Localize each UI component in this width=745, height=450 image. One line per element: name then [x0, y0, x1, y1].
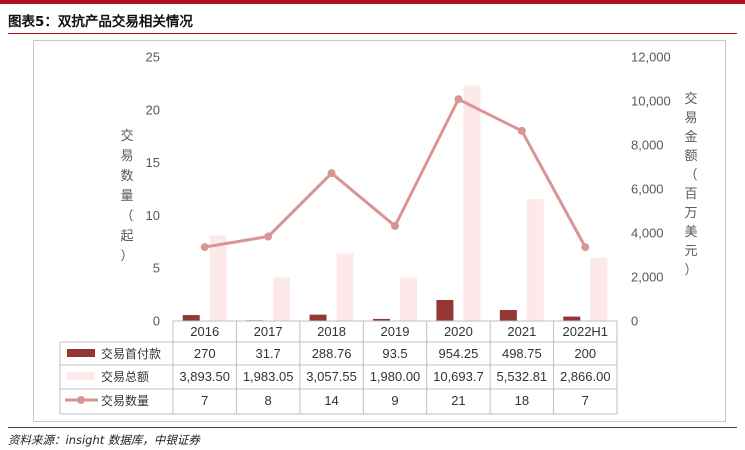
table-cell-value: 14	[324, 393, 338, 408]
x-tick-label: 2017	[254, 324, 283, 339]
bar-upfront-payment	[309, 314, 327, 321]
table-cell-value: 93.5	[382, 346, 407, 361]
table-cell-value: 7	[201, 393, 208, 408]
y-right-tick-label: 4,000	[631, 226, 664, 241]
y-left-axis-title: 交易数量（起）	[120, 128, 133, 264]
table-cell-value: 954.25	[439, 346, 479, 361]
table-cell-value: 200	[574, 346, 596, 361]
table-cell-value: 5,532.81	[497, 369, 548, 384]
title-rule	[8, 33, 737, 34]
y-right-tick-label: 2,000	[631, 270, 664, 285]
table-cell-value: 7	[582, 393, 589, 408]
bar-upfront-payment	[563, 316, 581, 321]
table-cell-value: 1,983.05	[243, 369, 294, 384]
source-note: 资料来源：insight 数据库，中银证券	[8, 433, 200, 447]
top-accent-bar	[0, 0, 745, 4]
bar-total-amount	[463, 85, 481, 321]
table-cell-value: 3,893.50	[179, 369, 230, 384]
y-right-tick-label: 0	[631, 314, 638, 329]
y-right-axis-title: 交易金额（百万美元）	[684, 91, 697, 278]
x-tick-label: 2022H1	[563, 324, 609, 339]
y-right-tick-label: 6,000	[631, 182, 664, 197]
table-cell-value: 9	[391, 393, 398, 408]
table-cell-value: 1,980.00	[370, 369, 421, 384]
point-deal-count	[200, 243, 209, 252]
table-cell-value: 2,866.00	[560, 369, 611, 384]
y-left-tick-label: 10	[146, 208, 160, 223]
legend-key-total	[67, 372, 95, 380]
y-right-tick-label: 10,000	[631, 94, 671, 109]
table-cell-value: 8	[265, 393, 272, 408]
y-left-tick-label: 20	[146, 102, 160, 117]
bottom-rule	[8, 427, 737, 428]
point-deal-count	[264, 232, 273, 241]
point-deal-count	[391, 221, 399, 230]
figure-title: 图表5：双抗产品交易相关情况	[8, 14, 193, 30]
x-tick-label: 2019	[381, 324, 410, 339]
y-right-tick-label: 12,000	[631, 50, 671, 65]
bar-total-amount	[273, 277, 291, 321]
table-cell-value: 18	[515, 393, 529, 408]
x-tick-label: 2016	[190, 324, 219, 339]
bar-total-amount	[400, 277, 417, 321]
table-cell-value: 270	[194, 346, 216, 361]
x-tick-label: 2018	[317, 324, 346, 339]
bar-total-amount	[209, 235, 227, 321]
y-left-tick-label: 25	[146, 50, 160, 65]
bar-upfront-payment	[436, 300, 454, 321]
bar-upfront-payment	[373, 318, 390, 321]
point-deal-count	[454, 95, 463, 104]
bar-upfront-payment	[182, 315, 200, 321]
bar-total-amount	[336, 253, 354, 321]
point-deal-count	[581, 243, 590, 252]
point-deal-count	[327, 169, 336, 178]
table-cell-value: 21	[451, 393, 465, 408]
y-left-tick-label: 0	[153, 314, 160, 329]
bar-total-amount	[526, 199, 544, 321]
table-cell-value: 288.76	[312, 346, 352, 361]
y-left-tick-label: 15	[146, 155, 160, 170]
y-right-tick-label: 8,000	[631, 138, 664, 153]
chart-frame	[33, 40, 726, 422]
table-cell-value: 10,693.7	[433, 369, 484, 384]
x-tick-label: 2021	[507, 324, 536, 339]
legend-label: 交易首付款	[101, 346, 161, 361]
bar-total-amount	[590, 257, 608, 321]
y-left-tick-label: 5	[153, 261, 160, 276]
table-cell-value: 3,057.55	[306, 369, 357, 384]
legend-label: 交易数量	[101, 393, 149, 408]
table-cell-value: 498.75	[502, 346, 542, 361]
x-tick-label: 2020	[444, 324, 473, 339]
legend-key-upfront	[67, 349, 95, 357]
table-cell-value: 31.7	[255, 346, 280, 361]
point-deal-count	[517, 126, 526, 135]
bar-upfront-payment	[499, 310, 517, 321]
legend-label: 交易总额	[101, 369, 149, 384]
legend-key-count-marker	[77, 396, 85, 404]
